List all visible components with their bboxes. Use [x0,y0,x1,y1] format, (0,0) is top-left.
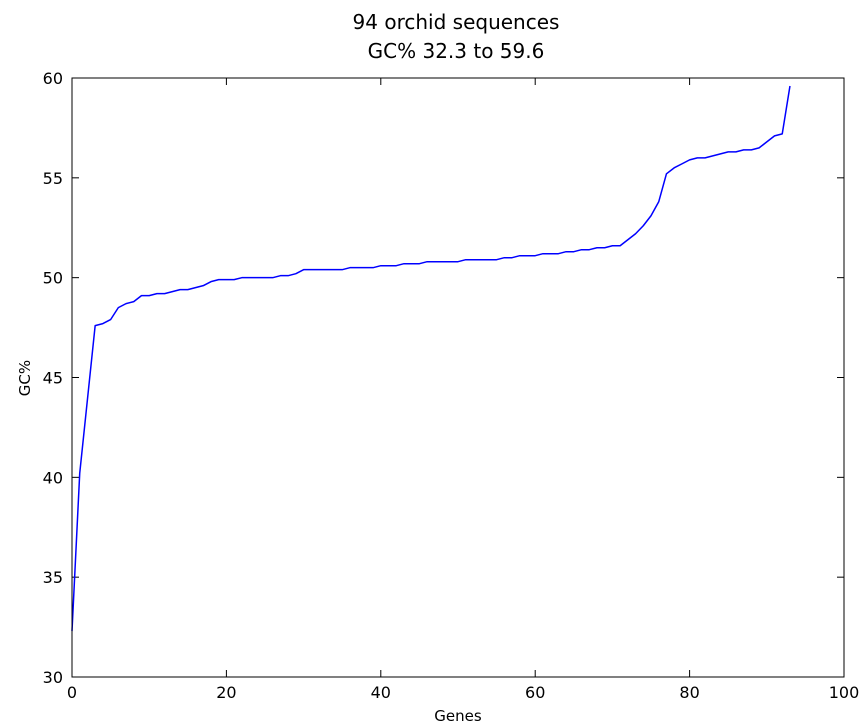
x-tick-label: 40 [371,683,391,702]
x-tick-label: 80 [679,683,699,702]
chart-title: 94 orchid sequences [353,10,560,34]
y-tick-label: 55 [43,169,63,188]
x-tick-label: 20 [216,683,236,702]
y-tick-label: 60 [43,69,63,88]
y-tick-label: 50 [43,269,63,288]
y-tick-label: 45 [43,369,63,388]
y-tick-label: 35 [43,568,63,587]
y-tick-label: 30 [43,668,63,687]
x-tick-label: 0 [67,683,77,702]
x-tick-label: 100 [829,683,860,702]
y-axis: 30 35 40 45 50 55 60 [43,69,844,687]
y-tick-label: 40 [43,468,63,487]
x-tick-label: 60 [525,683,545,702]
y-axis-label: GC% [16,360,34,396]
gc-series-line [71,85,791,632]
x-axis: 0 20 40 60 80 100 [67,78,859,702]
chart-subtitle: GC% 32.3 to 59.6 [368,39,545,63]
plot-frame [71,77,845,678]
x-axis-label: Genes [434,707,482,725]
plot-area [72,78,844,677]
